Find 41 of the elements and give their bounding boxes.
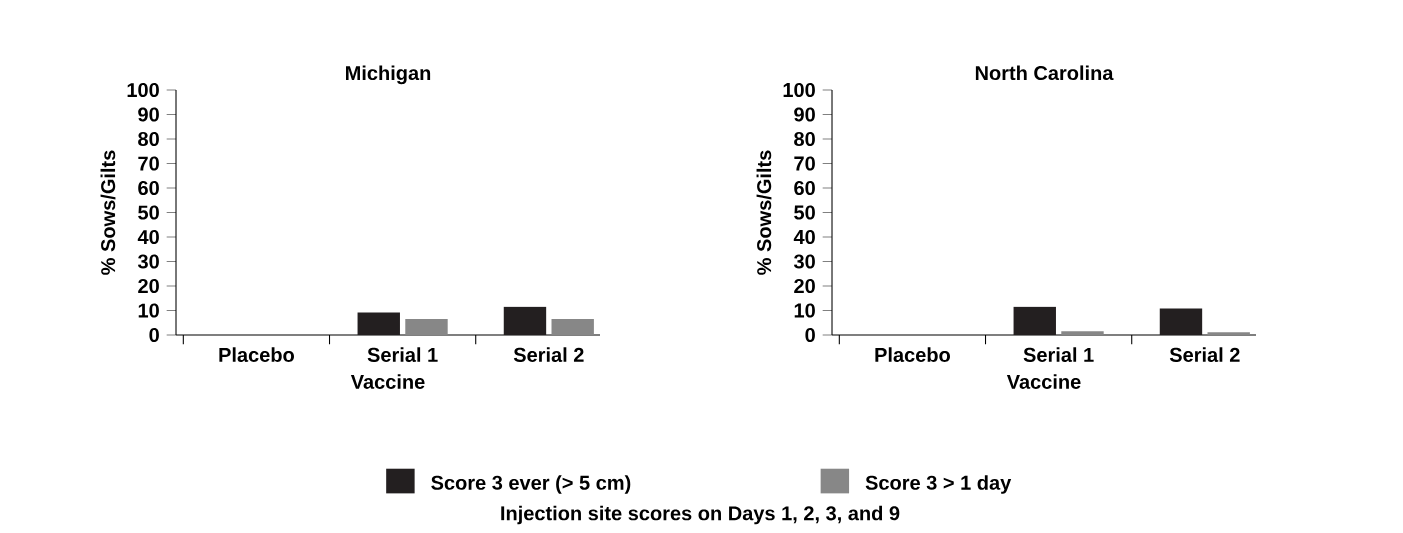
y-tick-label: 80 <box>138 131 159 147</box>
y-tick-label: 10 <box>794 303 815 318</box>
y-tick-label: 90 <box>794 107 815 122</box>
y-tick-label: 60 <box>138 180 159 196</box>
y-tick-label: 40 <box>793 229 815 245</box>
x-tick-label: Serial 1 <box>367 347 438 362</box>
bar <box>1061 331 1104 335</box>
y-tick-label: 30 <box>137 254 159 269</box>
y-tick-label: 20 <box>138 278 159 294</box>
x-tick-label: Serial 2 <box>1169 347 1240 362</box>
x-tick-label: Serial 1 <box>1023 347 1094 362</box>
legend-label: Score 3 > 1 day <box>865 475 1012 494</box>
y-tick-label: 60 <box>794 180 815 196</box>
chart-title: North Carolina <box>975 65 1114 81</box>
y-axis-title: % Sows/Gilts <box>756 150 772 275</box>
y-tick-label: 0 <box>805 327 815 343</box>
x-axis-title: Vaccine <box>1006 374 1081 389</box>
y-tick-label: 50 <box>138 205 159 220</box>
y-tick-label: 50 <box>794 205 815 220</box>
bar <box>1159 308 1203 335</box>
x-tick-label: Placebo <box>219 347 294 362</box>
y-tick-label: 100 <box>127 82 159 98</box>
y-tick-label: 0 <box>149 327 159 343</box>
y-tick-label: 70 <box>138 156 159 171</box>
y-tick-label: 100 <box>783 82 815 98</box>
y-tick-label: 90 <box>138 107 159 122</box>
y-tick-label: 80 <box>794 131 815 147</box>
bar <box>1013 306 1056 335</box>
bar <box>1207 332 1250 335</box>
x-tick-label: Serial 2 <box>513 347 584 362</box>
chart-title: Michigan <box>346 65 431 85</box>
y-tick-label: 20 <box>794 278 815 294</box>
legend-label: Score 3 ever (> 5 cm) <box>431 475 631 494</box>
y-tick-label: 40 <box>137 229 159 245</box>
x-axis-title: Vaccine <box>350 374 425 389</box>
text: Injection site scores on Days 1, 2, 3, and 9 <box>501 505 900 525</box>
y-tick-label: 70 <box>794 156 815 171</box>
y-axis-title: % Sows/Gilts <box>100 150 116 275</box>
y-tick-label: 30 <box>793 254 815 269</box>
x-tick-label: Placebo <box>875 347 950 362</box>
y-tick-label: 10 <box>138 303 159 318</box>
